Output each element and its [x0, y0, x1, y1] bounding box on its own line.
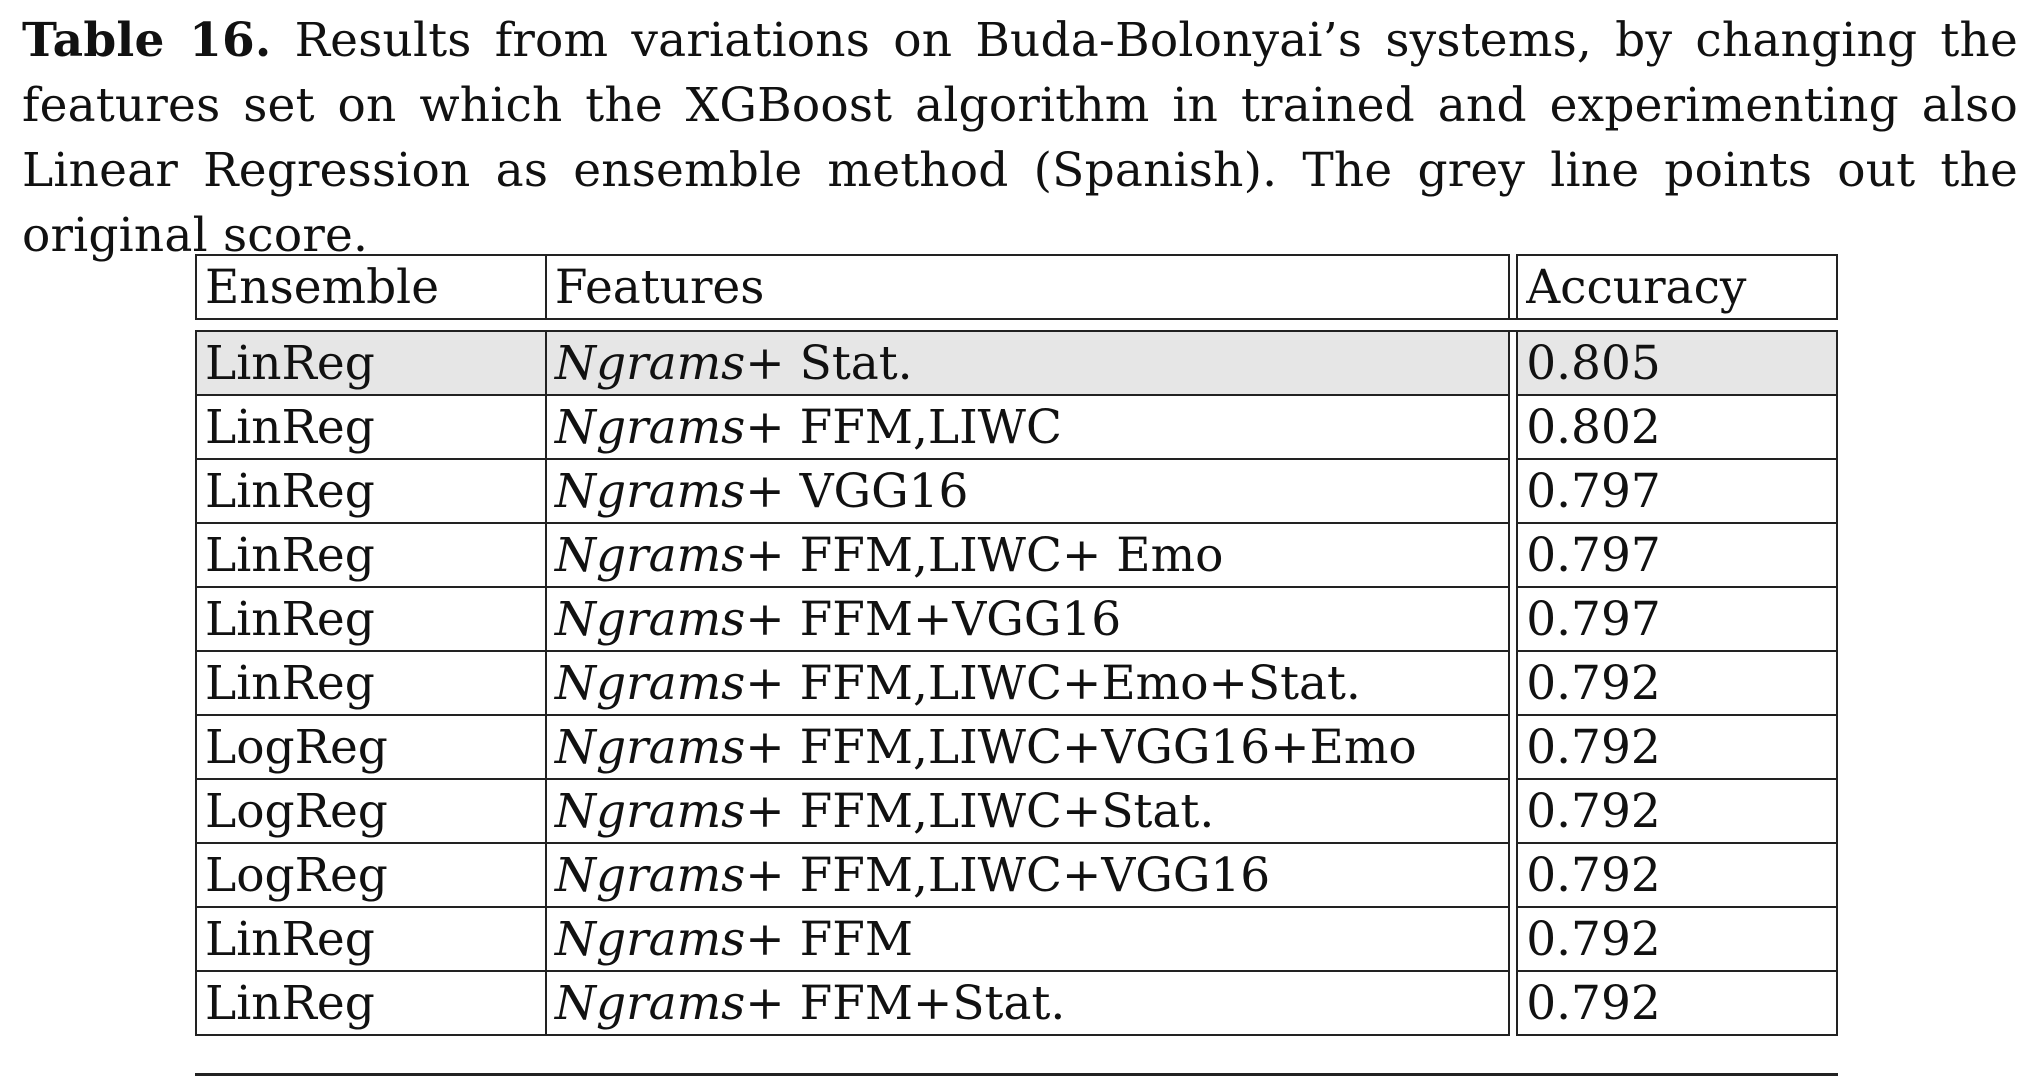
feature-prefix: Ngrams	[554, 335, 746, 391]
feature-prefix: Ngrams	[554, 527, 746, 583]
cell-features: Ngrams+ FFM	[544, 906, 1511, 972]
cell-ensemble: LogReg	[195, 842, 547, 908]
cell-accuracy: 0.792	[1516, 714, 1838, 780]
cell-features: Ngrams+ Stat.	[544, 330, 1511, 396]
cell-ensemble: LogReg	[195, 778, 547, 844]
feature-suffix: + FFM	[745, 911, 913, 967]
column-separator	[1508, 971, 1519, 1035]
cell-features: Ngrams+ FFM,LIWC+VGG16+Emo	[544, 714, 1511, 780]
cell-features: Ngrams+ VGG16	[544, 458, 1511, 524]
feature-suffix: + FFM,LIWC+VGG16+Emo	[745, 719, 1417, 775]
feature-suffix: + FFM,LIWC	[745, 399, 1062, 455]
feature-suffix: + FFM,LIWC+ Emo	[745, 527, 1224, 583]
column-separator	[1508, 843, 1519, 907]
column-separator	[1508, 779, 1519, 843]
table-row: LinReg Ngrams+ FFM,LIWC+Emo+Stat. 0.792	[195, 650, 1838, 716]
table-row: LinReg Ngrams+ FFM+Stat. 0.792	[195, 970, 1838, 1036]
cell-features: Ngrams+ FFM+VGG16	[544, 586, 1511, 652]
header-accuracy: Accuracy	[1516, 254, 1838, 320]
feature-prefix: Ngrams	[554, 655, 746, 711]
cell-accuracy: 0.805	[1516, 330, 1838, 396]
cell-accuracy: 0.792	[1516, 970, 1838, 1036]
table-row: LinReg Ngrams+ VGG16 0.797	[195, 458, 1838, 524]
feature-suffix: + VGG16	[745, 463, 969, 519]
cell-ensemble: LinReg	[195, 458, 547, 524]
column-separator	[1508, 331, 1519, 395]
cell-ensemble: LinReg	[195, 970, 547, 1036]
column-separator	[1508, 587, 1519, 651]
feature-prefix: Ngrams	[554, 463, 746, 519]
feature-prefix: Ngrams	[554, 719, 746, 775]
cell-features: Ngrams+ FFM,LIWC+ Emo	[544, 522, 1511, 588]
table-row: LinReg Ngrams+ FFM,LIWC+ Emo 0.797	[195, 522, 1838, 588]
cell-accuracy: 0.802	[1516, 394, 1838, 460]
table-row: LinReg Ngrams+ Stat. 0.805	[195, 330, 1838, 396]
table-row: LogReg Ngrams+ FFM,LIWC+VGG16 0.792	[195, 842, 1838, 908]
cell-features: Ngrams+ FFM,LIWC+VGG16	[544, 842, 1511, 908]
results-table: Ensemble Features Accuracy LinReg Ngrams+…	[195, 254, 1838, 1036]
cell-ensemble: LinReg	[195, 330, 547, 396]
feature-prefix: Ngrams	[554, 399, 746, 455]
cell-accuracy: 0.792	[1516, 906, 1838, 972]
feature-prefix: Ngrams	[554, 783, 746, 839]
column-separator	[1508, 651, 1519, 715]
table-row: LinReg Ngrams+ FFM,LIWC 0.802	[195, 394, 1838, 460]
feature-suffix: + FFM+Stat.	[745, 975, 1066, 1031]
column-separator	[1508, 395, 1519, 459]
cell-accuracy: 0.797	[1516, 458, 1838, 524]
table-caption: Table 16. Results from variations on Bud…	[22, 8, 2018, 268]
feature-prefix: Ngrams	[554, 847, 746, 903]
header-ensemble: Ensemble	[195, 254, 547, 320]
column-separator	[1508, 715, 1519, 779]
table-header-row: Ensemble Features Accuracy	[195, 254, 1838, 320]
cell-accuracy: 0.797	[1516, 522, 1838, 588]
column-separator	[1508, 459, 1519, 523]
feature-prefix: Ngrams	[554, 591, 746, 647]
cell-features: Ngrams+ FFM,LIWC	[544, 394, 1511, 460]
caption-label: Table 16.	[22, 13, 272, 68]
column-separator	[1508, 255, 1519, 319]
feature-prefix: Ngrams	[554, 975, 746, 1031]
table-bottom-rule	[195, 1073, 1838, 1076]
column-separator	[1508, 523, 1519, 587]
cell-features: Ngrams+ FFM+Stat.	[544, 970, 1511, 1036]
header-features: Features	[544, 254, 1511, 320]
cell-ensemble: LinReg	[195, 906, 547, 972]
table-row: LinReg Ngrams+ FFM 0.792	[195, 906, 1838, 972]
table-row: LogReg Ngrams+ FFM,LIWC+Stat. 0.792	[195, 778, 1838, 844]
caption-text: Results from variations on Buda-Bolonyai…	[22, 13, 2018, 263]
cell-features: Ngrams+ FFM,LIWC+Emo+Stat.	[544, 650, 1511, 716]
cell-ensemble: LinReg	[195, 522, 547, 588]
cell-accuracy: 0.792	[1516, 778, 1838, 844]
feature-suffix: + FFM+VGG16	[745, 591, 1122, 647]
column-separator	[1508, 907, 1519, 971]
table-row: LogReg Ngrams+ FFM,LIWC+VGG16+Emo 0.792	[195, 714, 1838, 780]
feature-suffix: + FFM,LIWC+Stat.	[745, 783, 1215, 839]
feature-suffix: + FFM,LIWC+VGG16	[745, 847, 1271, 903]
feature-prefix: Ngrams	[554, 911, 746, 967]
cell-accuracy: 0.792	[1516, 650, 1838, 716]
cell-ensemble: LinReg	[195, 586, 547, 652]
cell-ensemble: LogReg	[195, 714, 547, 780]
cell-ensemble: LinReg	[195, 650, 547, 716]
cell-features: Ngrams+ FFM,LIWC+Stat.	[544, 778, 1511, 844]
cell-ensemble: LinReg	[195, 394, 547, 460]
table-row: LinReg Ngrams+ FFM+VGG16 0.797	[195, 586, 1838, 652]
cell-accuracy: 0.797	[1516, 586, 1838, 652]
feature-suffix: + FFM,LIWC+Emo+Stat.	[745, 655, 1361, 711]
cell-accuracy: 0.792	[1516, 842, 1838, 908]
header-gap	[196, 318, 1837, 332]
feature-suffix: + Stat.	[745, 335, 913, 391]
